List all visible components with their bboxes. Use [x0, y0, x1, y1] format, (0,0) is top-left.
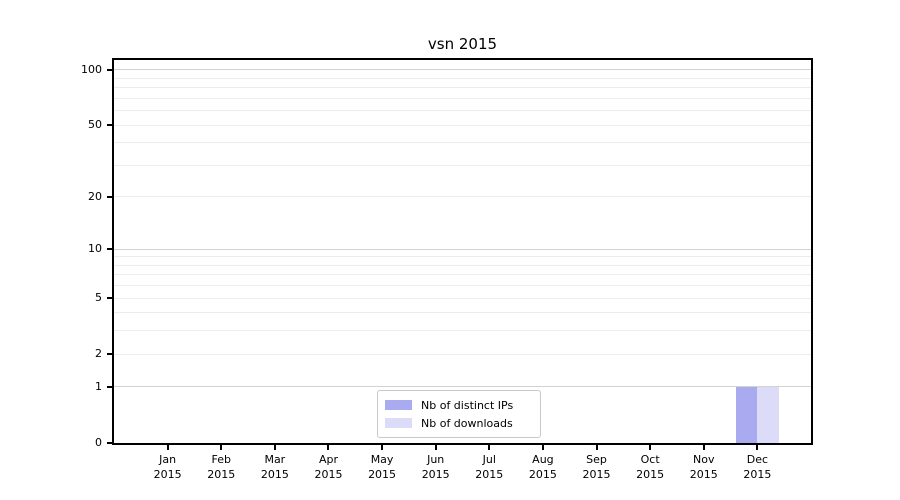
legend-label-nb-of-downloads: Nb of downloads — [421, 416, 513, 430]
chart-title: vsn 2015 — [427, 35, 498, 53]
y-tick-label-1: 1 — [95, 379, 102, 393]
x-tick-year: 2015 — [314, 468, 343, 481]
x-tick-year: 2015 — [153, 468, 182, 481]
x-tick-year: 2015 — [582, 468, 611, 481]
y-gridline-minor-4 — [114, 312, 811, 314]
y-tick-label-0: 0 — [95, 436, 102, 449]
x-tick-mar — [273, 443, 276, 450]
x-tick-year: 2015 — [689, 468, 718, 481]
x-tick-apr — [327, 443, 330, 450]
x-tick-dec — [756, 443, 759, 450]
x-tick-label-nov: Nov 2015 — [672, 452, 736, 482]
y-gridline-minor-2 — [114, 353, 811, 355]
legend-swatch-nb-of-downloads — [385, 418, 412, 428]
x-tick-nov — [702, 443, 705, 450]
x-tick-label-jan: Jan 2015 — [136, 452, 200, 482]
y-gridline-minor-6 — [114, 285, 811, 287]
x-tick-label-feb: Feb 2015 — [189, 452, 253, 482]
y-gridline-minor-5 — [114, 297, 811, 299]
x-tick-month: Aug — [532, 453, 554, 466]
y-tick-100 — [107, 68, 114, 71]
x-tick-month: Apr — [318, 453, 338, 466]
y-tick-label-20: 20 — [88, 189, 102, 203]
x-tick-month: May — [370, 453, 394, 466]
x-tick-month: Nov — [693, 453, 715, 466]
x-tick-jul — [488, 443, 491, 450]
y-tick-20 — [107, 195, 114, 198]
x-tick-year: 2015 — [475, 468, 504, 481]
x-tick-label-dec: Dec 2015 — [725, 452, 789, 482]
x-tick-year: 2015 — [368, 468, 397, 481]
y-gridline-minor-30 — [114, 164, 811, 166]
x-tick-year: 2015 — [743, 468, 772, 481]
x-tick-may — [381, 443, 384, 450]
x-tick-aug — [541, 443, 544, 450]
y-tick-label-100: 100 — [81, 62, 102, 76]
axis-ticks-layer: 0 1 2 5 10 20 50 100 Jan 2015 Feb 2015 Mar 2015 Apr 201… — [81, 60, 811, 481]
y-tick-50 — [107, 124, 114, 127]
x-tick-oct — [649, 443, 652, 450]
legend-entry-nb-of-downloads: Nb of downloads — [385, 414, 533, 432]
y-gridline-minor-70 — [114, 97, 811, 99]
bar-nb-of-downloads-dec — [757, 386, 779, 443]
x-tick-jan — [166, 443, 169, 450]
legend-swatch-nb-of-distinct-ips — [385, 400, 412, 410]
x-tick-label-oct: Oct 2015 — [618, 452, 682, 482]
x-tick-label-sep: Sep 2015 — [565, 452, 629, 482]
x-tick-year: 2015 — [636, 468, 665, 481]
x-tick-year: 2015 — [528, 468, 557, 481]
x-tick-month: Jan — [159, 453, 177, 466]
x-tick-label-aug: Aug 2015 — [511, 452, 575, 482]
y-gridline-minor-20 — [114, 196, 811, 198]
x-tick-month: Mar — [264, 453, 286, 466]
legend: Nb of distinct IPs Nb of downloads — [377, 390, 541, 438]
y-gridline-minor-60 — [114, 110, 811, 112]
gridlines-layer — [114, 60, 811, 443]
x-tick-month: Dec — [746, 453, 769, 466]
y-gridline-minor-8 — [114, 264, 811, 266]
y-gridline-minor-9 — [114, 256, 811, 258]
x-tick-label-mar: Mar 2015 — [243, 452, 307, 482]
legend-label-nb-of-distinct-ips: Nb of distinct IPs — [421, 398, 514, 412]
plot-area: 0 1 2 5 10 20 50 100 Jan 2015 Feb 2015 Mar 2015 Apr 201… — [81, 58, 813, 481]
x-tick-label-jul: Jul 2015 — [457, 452, 521, 482]
y-gridline-minor-90 — [114, 77, 811, 79]
legend-entry-nb-of-distinct-ips: Nb of distinct IPs — [385, 396, 533, 414]
x-tick-year: 2015 — [207, 468, 236, 481]
y-tick-5 — [107, 297, 114, 300]
x-tick-year: 2015 — [260, 468, 289, 481]
x-tick-jun — [434, 443, 437, 450]
y-gridline-minor-80 — [114, 87, 811, 89]
y-gridline-major-100 — [114, 69, 811, 71]
y-gridline-major-1 — [114, 386, 811, 388]
y-tick-10 — [107, 248, 114, 251]
x-tick-month: Oct — [640, 453, 660, 466]
y-gridline-major-10 — [114, 248, 811, 250]
y-gridline-minor-7 — [114, 274, 811, 276]
y-tick-label-2: 2 — [95, 347, 102, 361]
y-tick-2 — [107, 353, 114, 356]
y-gridline-minor-50 — [114, 124, 811, 126]
y-tick-0 — [107, 442, 114, 444]
y-tick-label-50: 50 — [88, 118, 102, 132]
bars-layer — [114, 60, 811, 443]
y-tick-label-5: 5 — [95, 291, 102, 305]
x-tick-year: 2015 — [421, 468, 450, 481]
x-tick-month: Jun — [427, 453, 445, 466]
x-tick-feb — [220, 443, 223, 450]
x-tick-label-jun: Jun 2015 — [404, 452, 468, 482]
x-tick-month: Sep — [586, 453, 607, 466]
y-tick-label-10: 10 — [88, 242, 102, 256]
x-tick-label-apr: Apr 2015 — [296, 452, 360, 482]
x-tick-month: Feb — [211, 453, 231, 466]
bar-nb-of-distinct-ips-dec — [735, 386, 758, 443]
y-gridline-minor-40 — [114, 142, 811, 144]
y-tick-1 — [107, 385, 114, 388]
x-tick-month: Jul — [482, 453, 496, 466]
y-gridline-minor-3 — [114, 330, 811, 332]
x-tick-sep — [595, 443, 598, 450]
x-tick-label-may: May 2015 — [350, 452, 414, 482]
